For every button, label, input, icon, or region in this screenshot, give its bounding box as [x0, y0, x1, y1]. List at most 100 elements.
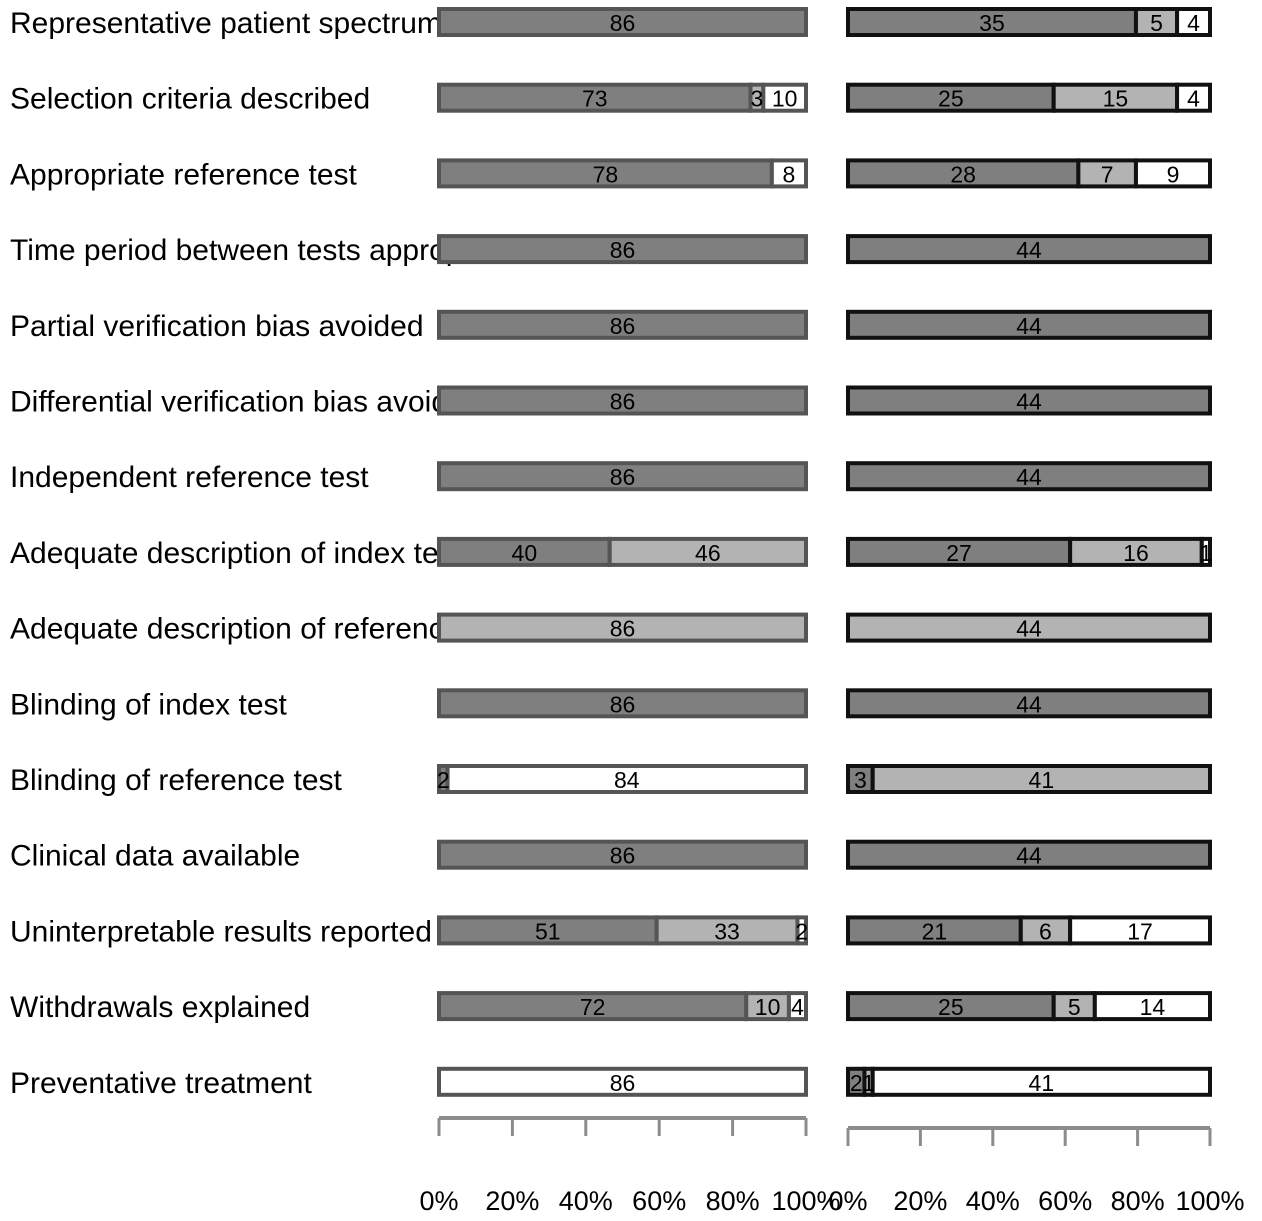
bar-segment-right-withdrawals-explained-2	[1092, 991, 1213, 1022]
row-label-appropriate-reference-test: Appropriate reference test	[10, 158, 358, 191]
bar-segment-left-representative-patient-spectrum-0	[437, 7, 808, 37]
data-label-right-preventative-treatment-2: 41	[1029, 1070, 1055, 1096]
bar-segment-right-partial-verification-bias-avoided-0	[846, 309, 1212, 340]
bar-segment-left-uninterpretable-results-reported-1	[654, 915, 800, 946]
bar-segment-left-clinical-data-available-0	[437, 839, 808, 870]
data-label-left-uninterpretable-results-reported-1: 33	[714, 918, 740, 944]
data-label-right-representative-patient-spectrum-1: 5	[1150, 10, 1163, 36]
bar-segment-left-appropriate-reference-test-0	[437, 158, 774, 189]
row-label-differential-verification-bias-avoided: Differential verification bias avoided	[10, 386, 481, 419]
bar-segment-right-representative-patient-spectrum-2	[1175, 7, 1213, 37]
row-labels: Representative patient spectrum Selection…	[10, 7, 521, 1100]
data-label-left-appropriate-reference-test-0: 78	[593, 161, 619, 187]
data-label-left-selection-criteria-described-0: 73	[582, 86, 608, 112]
data-label-right-appropriate-reference-test-0: 28	[950, 161, 976, 187]
data-label-left-partial-verification-bias-avoided-0: 86	[610, 313, 636, 339]
data-label-right-withdrawals-explained-1: 5	[1068, 994, 1081, 1020]
data-label-left-adequate-description-of-index-test-0: 40	[512, 540, 538, 566]
data-label-left-clinical-data-available-0: 86	[610, 843, 636, 869]
row-label-clinical-data-available: Clinical data available	[10, 840, 300, 873]
data-label-right-appropriate-reference-test-1: 7	[1101, 161, 1114, 187]
bar-segment-right-withdrawals-explained-1	[1051, 991, 1097, 1022]
data-label-right-uninterpretable-results-reported-2: 17	[1127, 918, 1153, 944]
left-panel: 86 73 3 10 78 8 86 86 86 86 40 46 86 86 2 84 86 51 33 2 72 10…	[419, 7, 841, 1216]
data-label-left-representative-patient-spectrum-0: 86	[610, 10, 636, 36]
bar-segment-right-appropriate-reference-test-2	[1133, 158, 1213, 189]
bar-segment-left-withdrawals-explained-2	[786, 991, 809, 1022]
bar-segment-right-uninterpretable-results-reported-0	[846, 915, 1023, 946]
bar-segment-left-adequate-description-of-index-test-1	[607, 536, 809, 567]
x-tick-label: 20%	[893, 1186, 947, 1216]
x-tick-label: 100%	[1175, 1186, 1244, 1216]
data-label-right-representative-patient-spectrum-2: 4	[1187, 10, 1200, 36]
x-tick-label: 40%	[966, 1186, 1020, 1216]
row-label-blinding-of-reference-test: Blinding of reference test	[10, 764, 343, 797]
row-label-adequate-description-of-reference-test: Adequate description of reference test	[10, 613, 518, 646]
row-label-preventative-treatment: Preventative treatment	[10, 1067, 312, 1100]
bar-segment-left-preventative-treatment-2	[437, 1066, 808, 1097]
row-label-adequate-description-of-index-test: Adequate description of index test	[10, 537, 463, 570]
data-label-right-adequate-description-of-index-test-1: 16	[1123, 540, 1149, 566]
row-label-time-period-between-tests-appropriate: Time period between tests appropriate	[10, 234, 521, 267]
data-label-left-differential-verification-bias-avoided-0: 86	[610, 389, 636, 415]
data-label-right-selection-criteria-described-1: 15	[1103, 86, 1129, 112]
data-label-left-selection-criteria-described-2: 10	[772, 86, 798, 112]
data-label-right-adequate-description-of-index-test-2: 1	[1199, 540, 1212, 566]
data-label-left-adequate-description-of-reference-test-1: 86	[610, 616, 636, 642]
bar-segment-left-differential-verification-bias-avoided-0	[437, 385, 808, 416]
bar-segment-right-clinical-data-available-0	[846, 839, 1212, 870]
row-label-representative-patient-spectrum: Representative patient spectrum	[10, 7, 442, 40]
x-tick-label: 0%	[419, 1186, 458, 1216]
row-label-independent-reference-test: Independent reference test	[10, 461, 369, 494]
data-label-left-uninterpretable-results-reported-0: 51	[535, 918, 561, 944]
data-label-left-appropriate-reference-test-2: 8	[783, 161, 796, 187]
bar-segment-right-preventative-treatment-2	[870, 1066, 1212, 1097]
data-label-right-independent-reference-test-0: 44	[1016, 464, 1042, 490]
data-label-right-blinding-of-reference-test-0: 3	[854, 767, 867, 793]
data-label-right-time-period-between-tests-appropriate-0: 44	[1016, 237, 1042, 263]
x-tick-label: 60%	[632, 1186, 686, 1216]
data-label-left-selection-criteria-described-1: 3	[751, 86, 764, 112]
bar-segment-left-adequate-description-of-reference-test-1	[437, 612, 808, 643]
data-label-right-selection-criteria-described-2: 4	[1187, 86, 1200, 112]
x-tick-label: 80%	[706, 1186, 760, 1216]
data-label-right-uninterpretable-results-reported-1: 6	[1039, 918, 1052, 944]
bar-segment-right-uninterpretable-results-reported-1	[1018, 915, 1073, 946]
data-label-right-clinical-data-available-0: 44	[1016, 843, 1042, 869]
bar-segment-right-blinding-of-reference-test-1	[870, 764, 1212, 794]
data-label-left-withdrawals-explained-1: 10	[755, 994, 781, 1020]
x-tick-label: 0%	[828, 1186, 867, 1216]
bar-segment-left-partial-verification-bias-avoided-0	[437, 309, 808, 340]
data-label-right-preventative-treatment-1: 1	[862, 1070, 875, 1096]
data-label-left-blinding-of-index-test-0: 86	[610, 691, 636, 717]
bar-segment-left-selection-criteria-described-2	[761, 82, 808, 113]
x-tick-label: 100%	[771, 1186, 840, 1216]
data-label-right-withdrawals-explained-2: 14	[1140, 994, 1166, 1020]
bar-segment-left-uninterpretable-results-reported-2	[795, 915, 808, 946]
bar-segment-left-blinding-of-reference-test-2	[445, 764, 808, 794]
x-tick-label: 40%	[559, 1186, 613, 1216]
bar-segment-right-differential-verification-bias-avoided-0	[846, 385, 1212, 416]
bar-segment-right-independent-reference-test-0	[846, 461, 1212, 492]
bar-segment-right-adequate-description-of-index-test-2	[1199, 536, 1212, 567]
data-label-right-representative-patient-spectrum-0: 35	[979, 10, 1005, 36]
row-label-selection-criteria-described: Selection criteria described	[10, 83, 370, 116]
bar-segment-right-blinding-of-reference-test-0	[846, 764, 875, 794]
bar-segment-left-independent-reference-test-0	[437, 461, 808, 492]
bar-segment-left-blinding-of-index-test-0	[437, 688, 808, 719]
data-label-left-withdrawals-explained-2: 4	[791, 994, 804, 1020]
data-label-left-blinding-of-reference-test-2: 84	[614, 767, 640, 793]
row-label-withdrawals-explained: Withdrawals explained	[10, 991, 310, 1024]
data-label-right-differential-verification-bias-avoided-0: 44	[1016, 389, 1042, 415]
data-label-right-blinding-of-reference-test-1: 41	[1029, 767, 1055, 793]
bar-segment-right-adequate-description-of-reference-test-1	[846, 612, 1212, 643]
data-label-right-partial-verification-bias-avoided-0: 44	[1016, 313, 1042, 339]
bar-segment-left-time-period-between-tests-appropriate-0	[437, 234, 808, 265]
bar-segment-left-appropriate-reference-test-2	[769, 158, 809, 189]
bar-segment-right-representative-patient-spectrum-0	[846, 7, 1138, 37]
bar-segment-right-selection-criteria-described-2	[1175, 82, 1213, 113]
data-label-left-blinding-of-reference-test-0: 2	[437, 767, 450, 793]
data-label-left-uninterpretable-results-reported-2: 2	[795, 918, 808, 944]
bar-segment-right-blinding-of-index-test-0	[846, 688, 1212, 719]
